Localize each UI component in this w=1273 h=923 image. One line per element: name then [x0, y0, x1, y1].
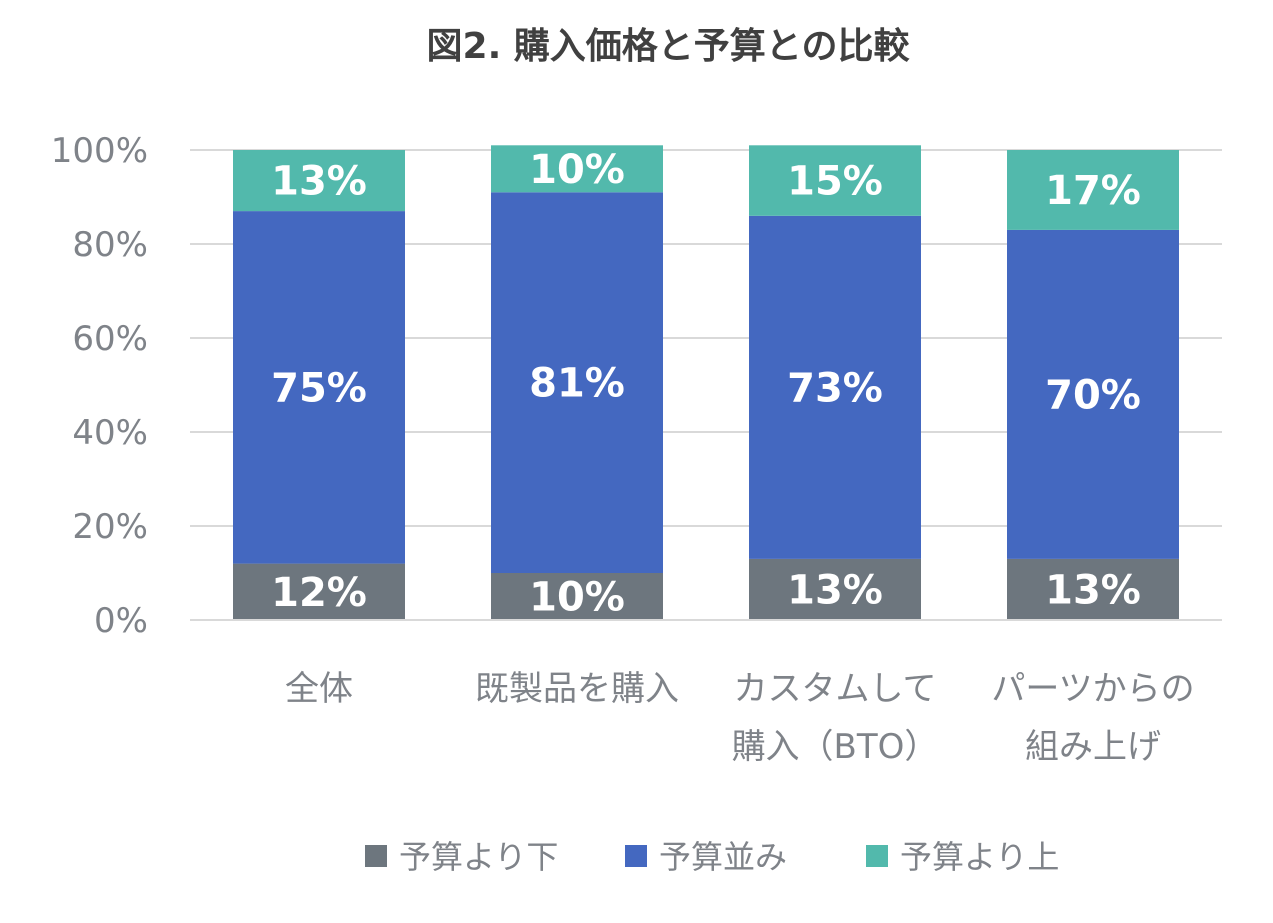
bar-segment [233, 563, 405, 620]
data-label: 12% [271, 570, 367, 616]
y-tick-label: 80% [72, 225, 148, 265]
data-label: 15% [787, 159, 883, 205]
bar-segment [749, 558, 921, 620]
bar-segment [233, 150, 405, 212]
legend-label: 予算より下 [399, 838, 558, 876]
y-tick-label: 40% [72, 413, 148, 453]
legend: 予算より下 予算並み 予算より上 [365, 838, 1059, 876]
bar-segment [491, 145, 663, 193]
legend-swatch [365, 845, 387, 867]
chart-title: 図2. 購入価格と予算との比較 [427, 26, 911, 67]
legend-swatch [625, 845, 647, 867]
bar-segment [491, 192, 663, 574]
legend-swatch [866, 845, 888, 867]
data-label: 13% [271, 159, 367, 205]
legend-label: 予算並み [659, 838, 787, 876]
data-label: 73% [787, 365, 883, 411]
legend-label: 予算より上 [900, 838, 1059, 876]
x-tick-label: 購入（BTO） [732, 727, 939, 767]
x-tick-label: 組み上げ [1025, 727, 1161, 767]
x-tick-label: 既製品を購入 [475, 669, 679, 709]
y-tick-label: 100% [51, 131, 148, 171]
y-tick-label: 60% [72, 319, 148, 359]
data-label: 13% [787, 567, 883, 613]
data-label: 75% [271, 365, 367, 411]
data-label: 17% [1045, 168, 1141, 214]
bar-segment [1007, 229, 1179, 559]
data-label: 10% [529, 147, 625, 193]
bar-segment [749, 215, 921, 559]
y-tick-label: 20% [72, 507, 148, 547]
bar-segment [749, 145, 921, 216]
x-tick-label: カスタムして [734, 669, 937, 709]
data-label: 10% [529, 575, 625, 621]
data-label: 81% [529, 361, 625, 407]
bar-segment [1007, 558, 1179, 620]
x-tick-label: パーツからの [991, 669, 1194, 709]
bar-segment [1007, 150, 1179, 230]
bar-segment [491, 573, 663, 620]
y-axis: 0% 20% 40% 60% 80% 100% [51, 131, 148, 641]
data-label: 13% [1045, 567, 1141, 613]
bars: 12% 75% 13% 10% 81% 10% 13% 73% 15% 13% 70% 17% [233, 145, 1179, 621]
data-label: 70% [1045, 372, 1141, 418]
x-tick-label: 全体 [285, 669, 353, 709]
bar-segment [233, 211, 405, 564]
y-tick-label: 0% [94, 601, 148, 641]
